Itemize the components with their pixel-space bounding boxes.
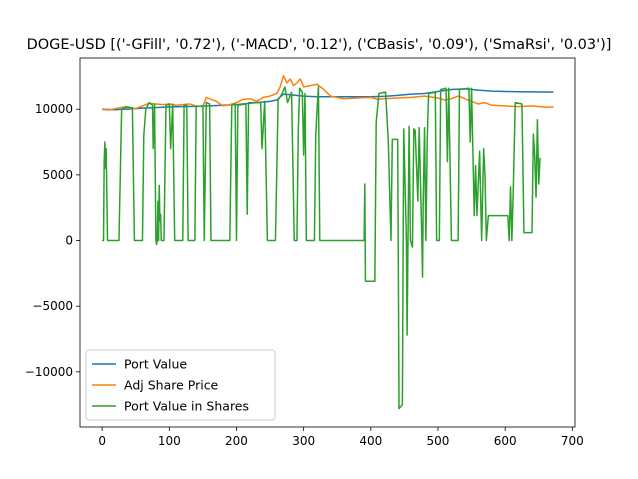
x-tick-label: 100 bbox=[158, 434, 181, 448]
legend-label: Port Value in Shares bbox=[124, 399, 249, 414]
series-line-2 bbox=[102, 74, 554, 111]
y-tick-label: −10000 bbox=[25, 365, 73, 379]
y-tick-label: 0 bbox=[65, 234, 73, 248]
x-tick-label: 300 bbox=[292, 434, 315, 448]
x-tick-label: 700 bbox=[561, 434, 584, 448]
x-tick-label: 0 bbox=[98, 434, 106, 448]
plot-lines bbox=[102, 74, 554, 410]
y-axis-ticks: −10000 −5000 0 5000 10000 bbox=[25, 102, 80, 379]
x-tick-label: 400 bbox=[359, 434, 382, 448]
y-tick-label: 10000 bbox=[35, 102, 73, 116]
x-axis-ticks: 0 100 200 300 400 500 600 700 bbox=[98, 427, 584, 448]
x-tick-label: 600 bbox=[494, 434, 517, 448]
x-tick-label: 200 bbox=[225, 434, 248, 448]
x-tick-label: 500 bbox=[427, 434, 450, 448]
y-tick-label: −5000 bbox=[32, 299, 73, 313]
legend: Port Value Adj Share Price Port Value in S… bbox=[85, 349, 276, 421]
y-tick-label: 5000 bbox=[42, 168, 73, 182]
legend-label: Port Value bbox=[124, 357, 187, 372]
chart-title: DOGE-USD [('-GFill', '0.72'), ('-MACD', … bbox=[27, 37, 612, 53]
legend-box bbox=[85, 349, 276, 421]
series-line-3 bbox=[102, 86, 541, 410]
legend-label: Adj Share Price bbox=[124, 378, 219, 393]
axes-frame bbox=[79, 57, 576, 428]
